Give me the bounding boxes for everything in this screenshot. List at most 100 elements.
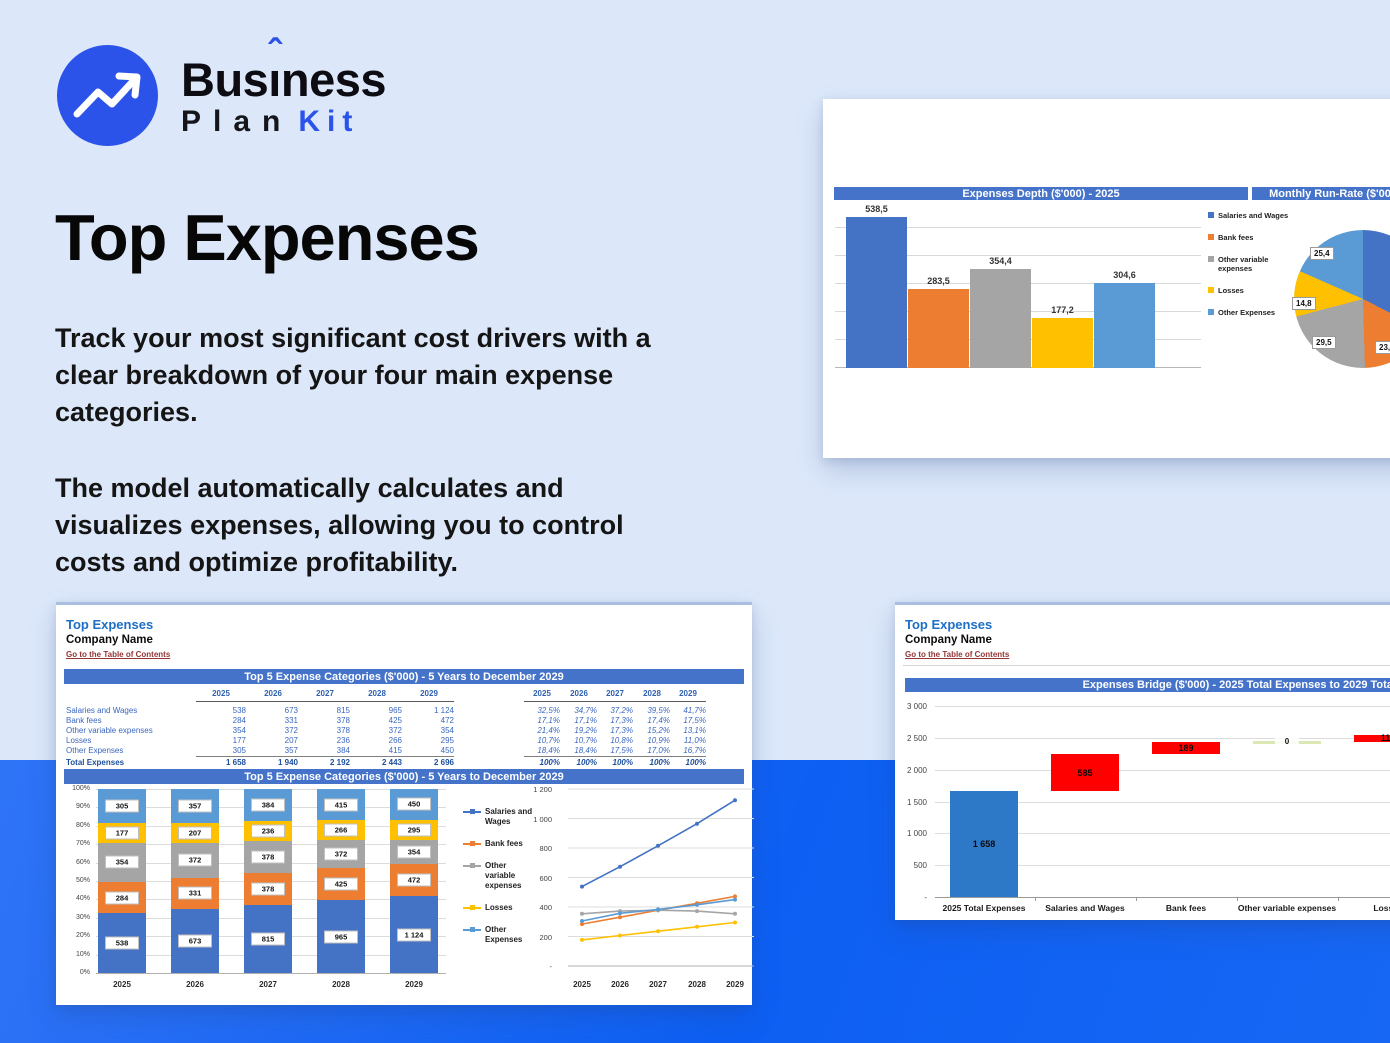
row-pct: 17,5% [610,746,633,755]
x-tick-label: 2027 [649,980,667,989]
data-point [580,911,584,916]
segment-label: 450 [397,797,431,811]
waterfall-bar-losses [1354,734,1390,743]
x-tick-label: 2026 [186,980,204,989]
gridline [96,973,446,974]
row-pct: 15,2% [647,726,670,735]
legend-label: Other variable expenses [485,861,522,890]
total-pct: 100% [539,758,560,767]
waterfall-bar-2025-total-expenses [950,791,1018,897]
legend-swatch [1208,256,1214,262]
y-tick-label: 70% [75,840,90,848]
axis-tick [1237,897,1238,901]
year-header: 2025 [212,689,230,698]
row-pct: 37,2% [610,706,633,715]
brand-part1: Bus [181,53,269,106]
waterfall-bar-label: 118 [1380,733,1390,744]
y-tick-label: 90% [75,803,90,811]
row-pct: 10,9% [647,736,670,745]
depth-bar-label: 304,6 [1113,269,1136,280]
segment-label: 415 [324,798,358,812]
y-tick-label: 3 000 [906,702,927,711]
row-pct: 41,7% [683,706,706,715]
gridline [935,769,1390,771]
row-value: 965 [388,706,402,715]
segment-label: 284 [105,891,139,905]
depth-bar-label: 538,5 [865,204,888,215]
row-value: 177 [232,736,246,745]
segment-label: 965 [324,930,358,944]
row-value: 354 [440,726,454,735]
data-point [656,929,660,934]
gridline [935,833,1390,835]
year-header: 2029 [679,689,697,698]
legend-label: Salaries and Wages [485,807,533,826]
row-value: 305 [232,746,246,755]
y-tick-label: 80% [75,821,90,829]
legend-line-marker [463,861,481,870]
table-of-contents-link[interactable]: Go to the Table of Contents [905,650,1010,659]
year-header: 2026 [264,689,282,698]
row-value: 266 [388,736,402,745]
segment-label: 1 124 [397,928,431,942]
segment-label: 372 [178,853,212,867]
legend-item: Salaries and Wages [463,807,535,827]
waterfall-bar-label: 1 658 [972,839,996,850]
total-value: 1 940 [277,758,298,767]
y-tick-label: 400 [539,903,552,912]
data-point [618,911,622,916]
segment-label: 673 [178,934,212,948]
brand-logo [57,45,158,146]
legend-dot [470,863,475,868]
table-of-contents-link[interactable]: Go to the Table of Contents [66,650,171,659]
y-tick-label: 30% [75,913,90,921]
row-pct: 13,1% [683,726,706,735]
line-chart-svg [568,788,754,967]
y-tick-label: 1 000 [533,814,552,824]
total-pct: 100% [685,758,706,767]
y-tick-label: 1 200 [533,785,552,794]
segment-label: 266 [324,823,358,837]
legend-line-marker [463,839,481,848]
year-header: 2027 [606,689,624,698]
row-value: 378 [336,716,350,725]
data-point [580,922,584,927]
year-header: 2025 [533,689,551,698]
depth-bar-label: 354,4 [989,255,1012,266]
segment-label: 305 [105,799,139,813]
segment-label: 538 [105,936,139,950]
row-pct: 18,4% [574,746,597,755]
data-point [695,909,699,914]
depth-bar-5 [1094,282,1155,368]
top5-stacked-chart: 538 284 354 177 305 673 331 372 207 357 815 378 378 2… [96,789,446,974]
y-tick-label: 50% [75,877,90,884]
gridline [835,254,1201,256]
expenses-depth-header: Expenses Depth ($'000) - 2025 [834,187,1248,200]
total-pct: 100% [576,758,597,767]
sheet-title: Top Expenses [66,617,154,632]
segment-label: 295 [397,823,431,837]
expenses-depth-card: Expenses Depth ($'000) - 2025 Monthly Ru… [823,99,1390,458]
legend-dot [470,905,475,910]
y-tick-label: - [549,962,553,971]
y-tick-label: 20% [75,932,90,940]
legend-item: Other Expenses [1208,308,1296,317]
top5-categories-card: Top Expenses Company Name Go to the Tabl… [56,602,754,1005]
x-tick-label: 2029 [726,980,744,989]
segment-label: 384 [251,798,285,812]
top5-table-header: Top 5 Expense Categories ($'000) - 5 Yea… [64,669,744,684]
total-pct: 100% [612,758,633,767]
waterfall-bar-label: 0 [1275,737,1299,747]
legend-line-marker [463,925,481,934]
year-header: 2028 [368,689,386,698]
data-point [733,897,737,902]
brand-accented-i: ı [268,56,281,103]
segment-label: 378 [251,882,285,896]
top5-chart-legend: Salaries and Wages Bank fees Other variabl… [463,807,535,945]
depth-bar-3 [970,268,1031,368]
legend-label: Losses [485,903,513,912]
legend-label: Other variable expenses [1218,255,1269,273]
total-topline [524,756,706,757]
data-point [733,911,737,916]
legend-item: Losses [1208,286,1296,295]
